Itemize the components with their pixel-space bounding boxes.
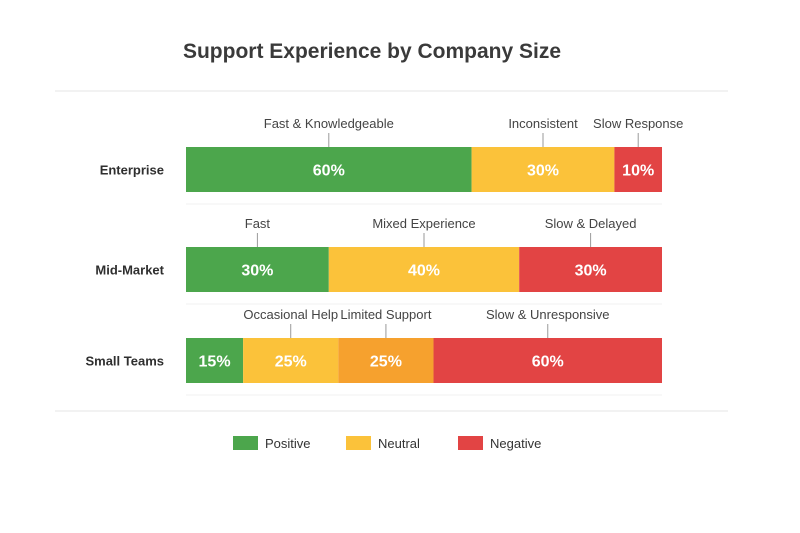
legend-label: Negative <box>490 436 541 451</box>
legend-swatch <box>233 436 258 450</box>
annotation-label: Occasional Help <box>243 307 338 322</box>
chart-title: Support Experience by Company Size <box>182 40 562 63</box>
data-label: 60% <box>532 354 564 371</box>
data-label: 30% <box>575 263 607 280</box>
data-label: 25% <box>275 354 307 371</box>
bar-segment <box>186 247 329 292</box>
annotation-label: Limited Support <box>340 307 431 322</box>
category-label: Mid-Market <box>95 263 164 278</box>
annotation-label: Slow & Delayed <box>545 216 637 231</box>
data-label: 25% <box>370 354 402 371</box>
bar-segment <box>186 147 472 192</box>
annotation-label: Inconsistent <box>508 116 578 131</box>
bar-segment <box>328 247 520 292</box>
annotation-label: Mixed Experience <box>372 216 475 231</box>
data-label: 30% <box>527 163 559 180</box>
data-label: 40% <box>408 263 440 280</box>
bar-segment <box>614 147 662 192</box>
annotation-label: Slow & Unresponsive <box>486 307 610 322</box>
data-label: 60% <box>313 163 345 180</box>
category-label: Small Teams <box>85 354 164 369</box>
legend-label: Neutral <box>378 436 420 451</box>
legend-swatch <box>458 436 483 450</box>
legend-swatch <box>346 436 371 450</box>
category-label: Enterprise <box>100 163 164 178</box>
bar-segment <box>338 338 434 383</box>
data-label: 10% <box>622 163 654 180</box>
annotation-label: Slow Response <box>593 116 683 131</box>
data-label: 15% <box>199 354 231 371</box>
bar-segment <box>186 338 244 383</box>
bar-segment <box>433 338 662 383</box>
bar-segment <box>519 247 662 292</box>
annotation-label: Fast & Knowledgeable <box>264 116 394 131</box>
data-label: 30% <box>241 263 273 280</box>
bar-segment <box>243 338 339 383</box>
legend-label: Positive <box>265 436 311 451</box>
bar-segment <box>471 147 615 192</box>
annotation-label: Fast <box>245 216 271 231</box>
